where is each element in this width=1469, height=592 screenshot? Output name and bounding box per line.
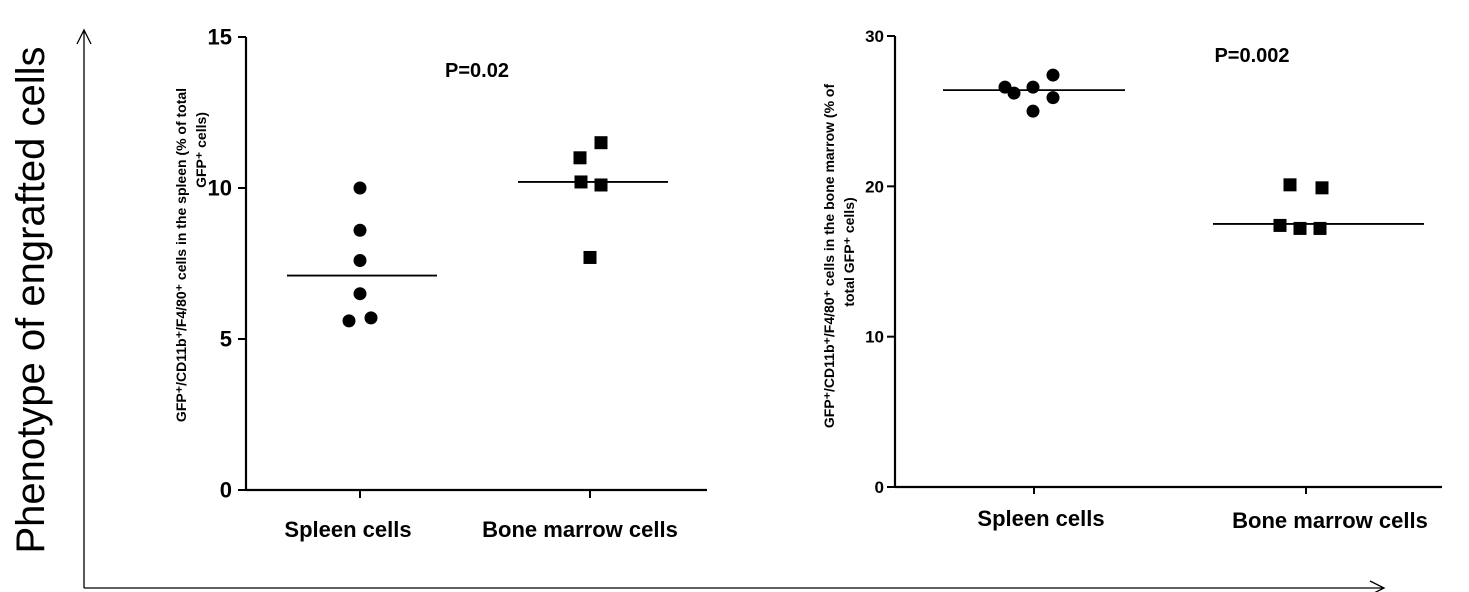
chart1-y-tick-label: 5 xyxy=(220,327,232,352)
chart1-data-point xyxy=(342,314,356,328)
outer-y-axis-arrow xyxy=(76,28,92,588)
chart2-data-point xyxy=(1026,104,1040,118)
chart1-data-point xyxy=(594,136,608,150)
chart1-data-point xyxy=(594,178,608,192)
chart2-data-point xyxy=(1026,80,1040,94)
chart2-y-axis-label-line2: total GFP⁺ cells) xyxy=(841,197,857,306)
spleen-chart: GFP⁺/CD11b⁺/F4/80⁺ cells in the spleen (… xyxy=(173,25,707,542)
chart1-y-axis-label-line1: GFP⁺/CD11b⁺/F4/80⁺ cells in the spleen (… xyxy=(173,88,189,422)
chart2-data-point xyxy=(1046,91,1060,105)
chart2-p-value: P=0.002 xyxy=(1214,45,1289,67)
chart2-y-axis-label-line1: GFP⁺/CD11b⁺/F4/80⁺ cells in the bone mar… xyxy=(821,84,837,429)
chart2-data-point xyxy=(1313,221,1327,235)
chart1-y-tick-label: 0 xyxy=(220,478,232,503)
outer-x-axis-arrow xyxy=(84,580,1386,592)
chart2-data-point xyxy=(1273,218,1287,232)
chart2-category-bone-marrow-cells: Bone marrow cells xyxy=(1232,508,1428,533)
chart1-data-point xyxy=(583,250,597,264)
chart1-data-point xyxy=(353,287,367,301)
chart2-y-tick-label: 30 xyxy=(865,27,884,46)
chart1-y-tick-label: 10 xyxy=(208,176,232,201)
bone-marrow-chart: GFP⁺/CD11b⁺/F4/80⁺ cells in the bone mar… xyxy=(821,27,1442,533)
chart1-y-tick-label: 15 xyxy=(208,25,232,50)
chart2-data-point xyxy=(1315,181,1329,195)
chart1-data-point xyxy=(573,151,587,165)
chart2-data-point xyxy=(1283,178,1297,192)
chart1-data-point xyxy=(353,253,367,267)
chart2-data-point xyxy=(1046,68,1060,82)
chart1-category-spleen-cells: Spleen cells xyxy=(284,517,411,542)
chart2-y-tick-label: 20 xyxy=(865,177,884,196)
chart1-category-bone-marrow-cells: Bone marrow cells xyxy=(482,517,678,542)
chart1-p-value: P=0.02 xyxy=(445,60,509,82)
chart2-data-point xyxy=(1293,221,1307,235)
chart1-y-axis-label-line2: GFP⁺ cells) xyxy=(193,112,209,188)
chart2-y-tick-label: 10 xyxy=(865,328,884,347)
chart2-category-spleen-cells: Spleen cells xyxy=(977,506,1104,531)
chart2-y-tick-label: 0 xyxy=(875,478,884,497)
outer-axis-label: Phenotype of engrafted cells xyxy=(9,46,53,553)
chart1-data-point xyxy=(353,223,367,237)
chart1-data-point xyxy=(353,181,367,195)
chart1-data-point xyxy=(364,311,378,325)
chart2-data-point xyxy=(1007,86,1021,100)
